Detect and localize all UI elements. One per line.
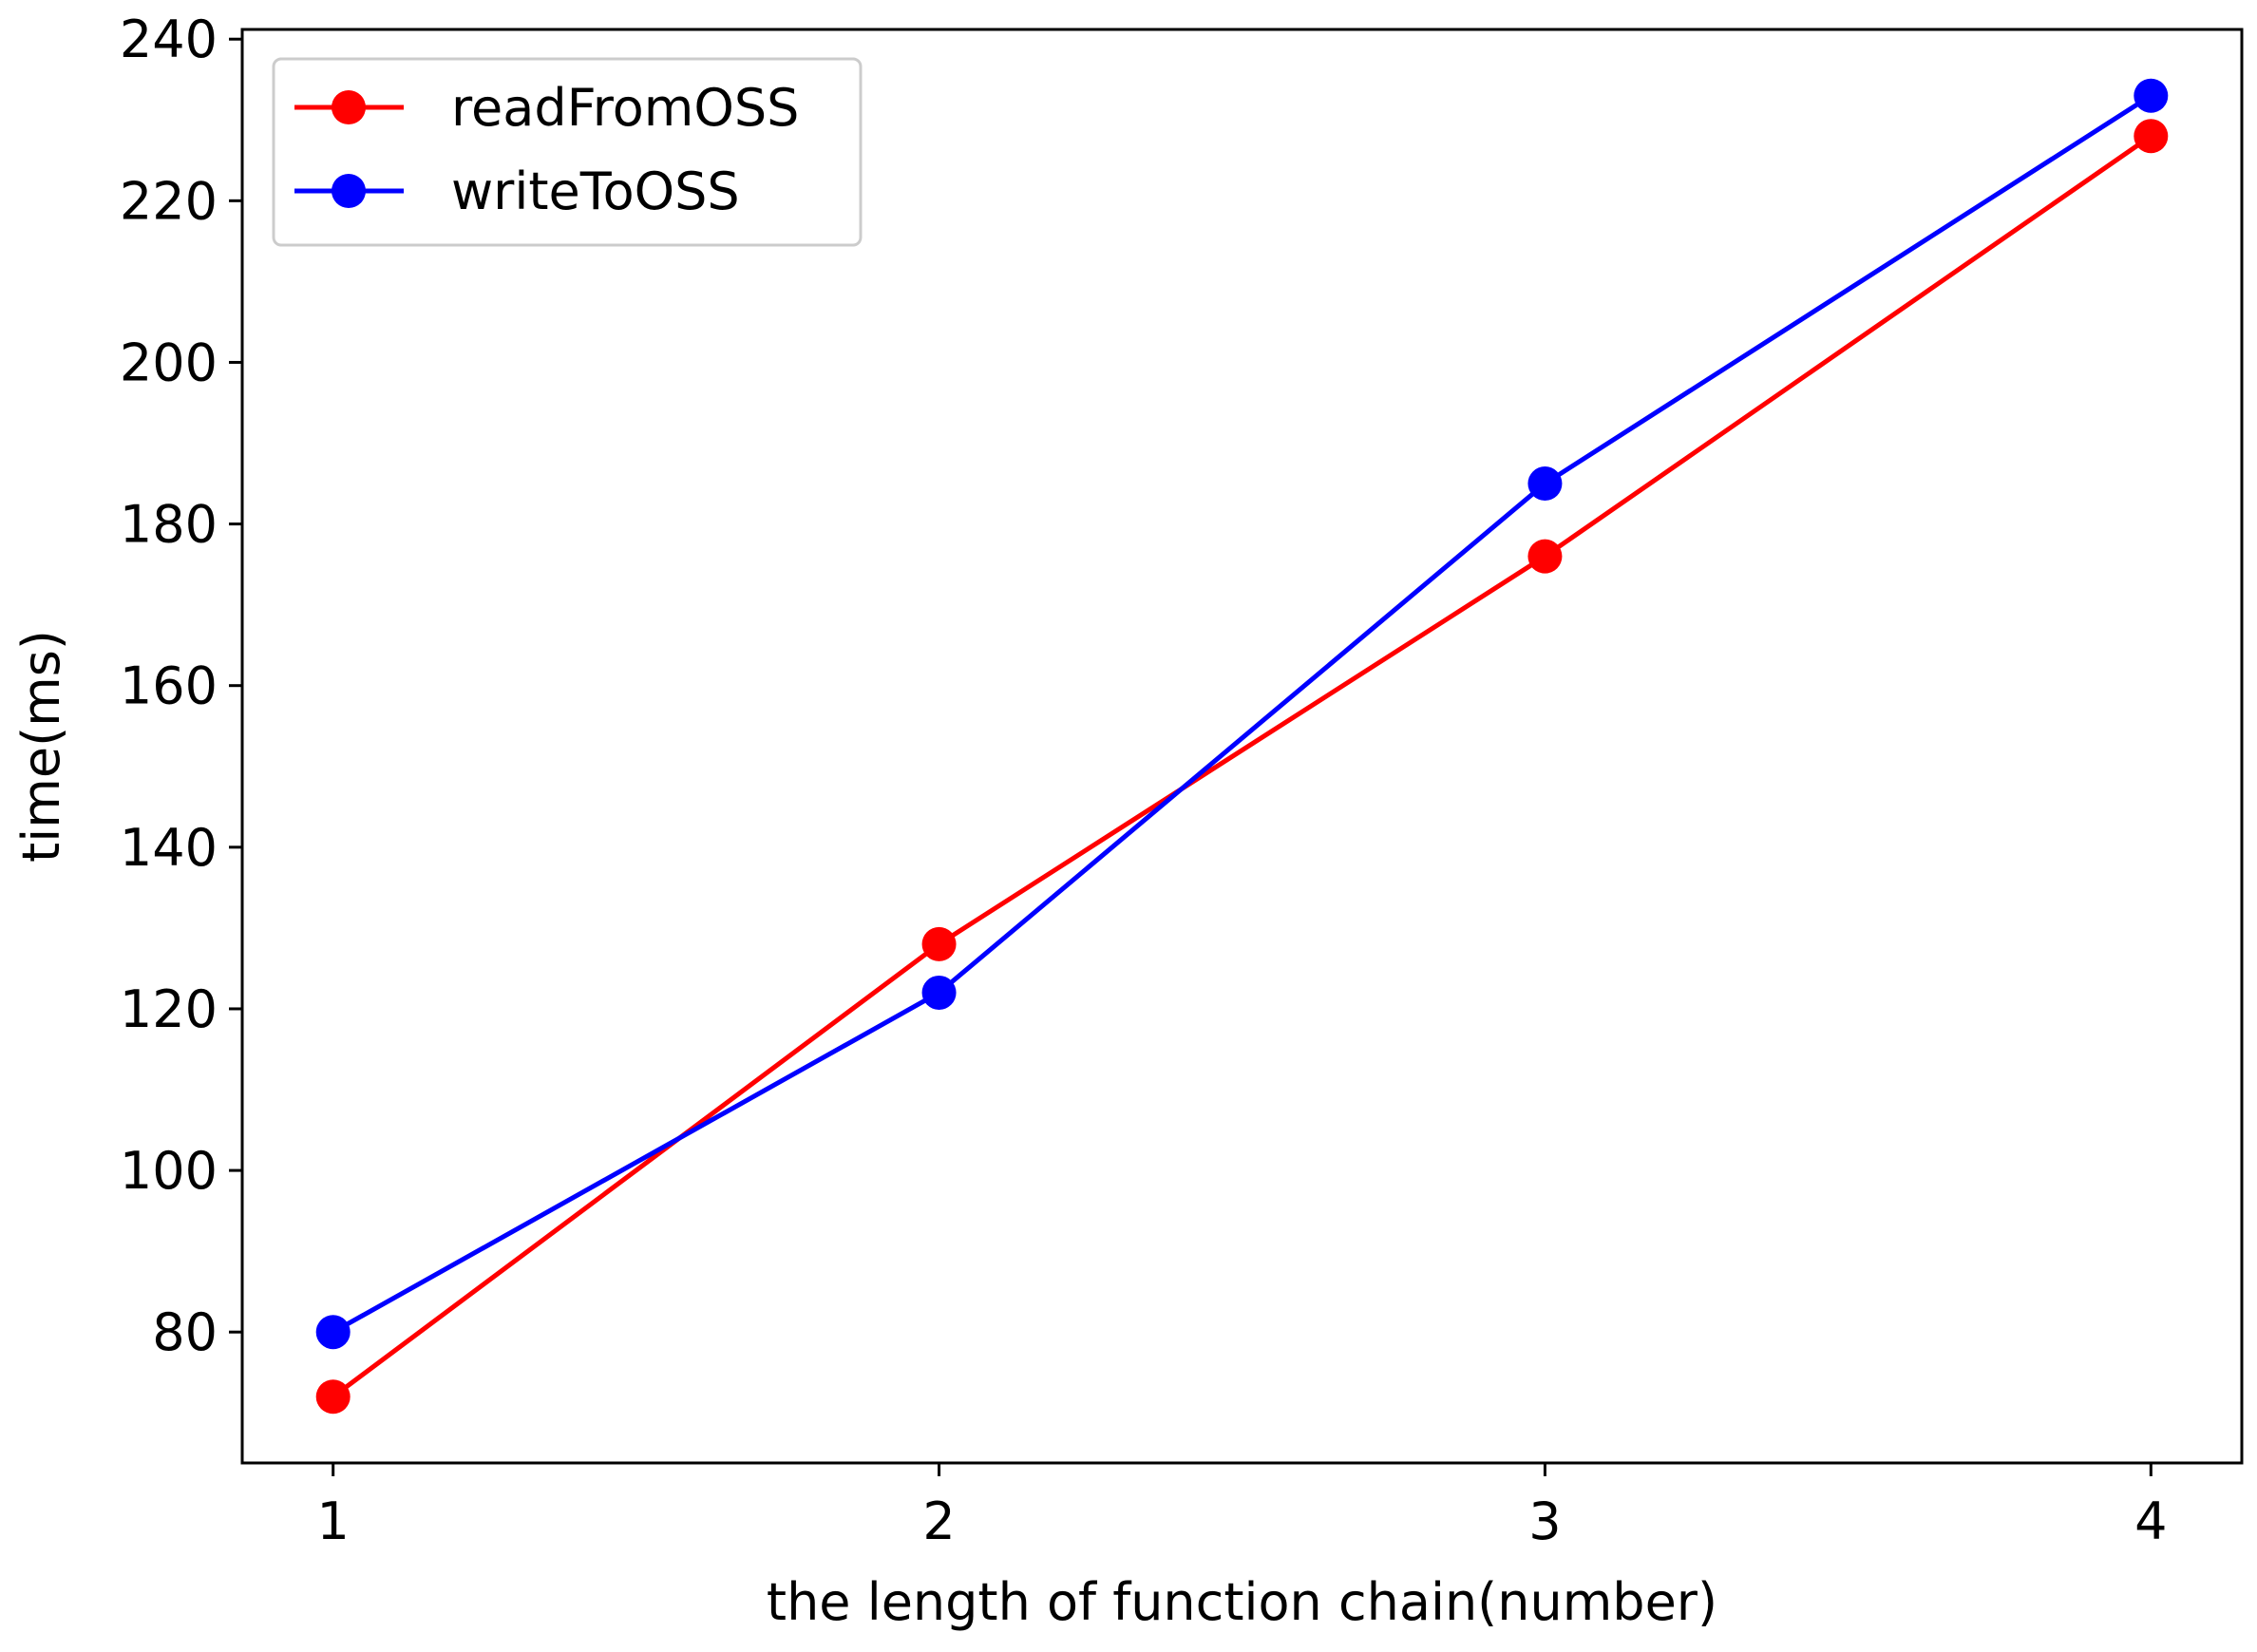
y-tick-label: 240 (120, 9, 218, 69)
x-tick-label: 1 (317, 1491, 350, 1551)
y-axis-ticks: 80 100 120 140 160 180 200 220 240 (120, 9, 242, 1362)
y-tick-label: 80 (152, 1302, 218, 1362)
x-tick-label: 4 (2134, 1491, 2167, 1551)
legend-marker-1 (332, 174, 366, 208)
legend-label-1: writeToOSS (451, 161, 740, 221)
series-line-0 (332, 134, 2153, 1399)
y-tick-label: 180 (120, 495, 218, 555)
y-axis-label: time(ms) (11, 630, 71, 863)
x-tick-label: 2 (922, 1491, 955, 1551)
series-layer (315, 78, 2169, 1415)
legend: readFromOSS writeToOSS (272, 57, 863, 247)
data-point-0-1 (921, 926, 957, 961)
y-tick-label: 140 (120, 818, 218, 878)
data-point-0-0 (315, 1379, 351, 1415)
legend-marker-0 (332, 90, 366, 124)
data-point-1-1 (921, 975, 957, 1010)
x-tick-label: 3 (1528, 1491, 1561, 1551)
data-point-0-3 (2134, 119, 2169, 154)
legend-label-0: readFromOSS (451, 78, 799, 138)
data-point-0-2 (1527, 539, 1563, 574)
y-tick-label: 220 (120, 171, 218, 231)
y-tick-label: 160 (120, 656, 218, 716)
data-point-1-2 (1527, 466, 1563, 502)
plot-frame (240, 28, 2244, 1465)
y-tick-label: 120 (120, 979, 218, 1039)
data-point-1-0 (315, 1315, 351, 1350)
series-line-1 (332, 93, 2153, 1335)
data-point-1-3 (2134, 78, 2169, 113)
legend-box (272, 57, 863, 247)
x-axis-ticks: 1 2 3 4 (317, 1463, 2167, 1551)
y-tick-label: 200 (120, 332, 218, 392)
y-tick-label: 100 (120, 1141, 218, 1201)
x-axis-label: the length of function chain(number) (767, 1572, 1717, 1632)
